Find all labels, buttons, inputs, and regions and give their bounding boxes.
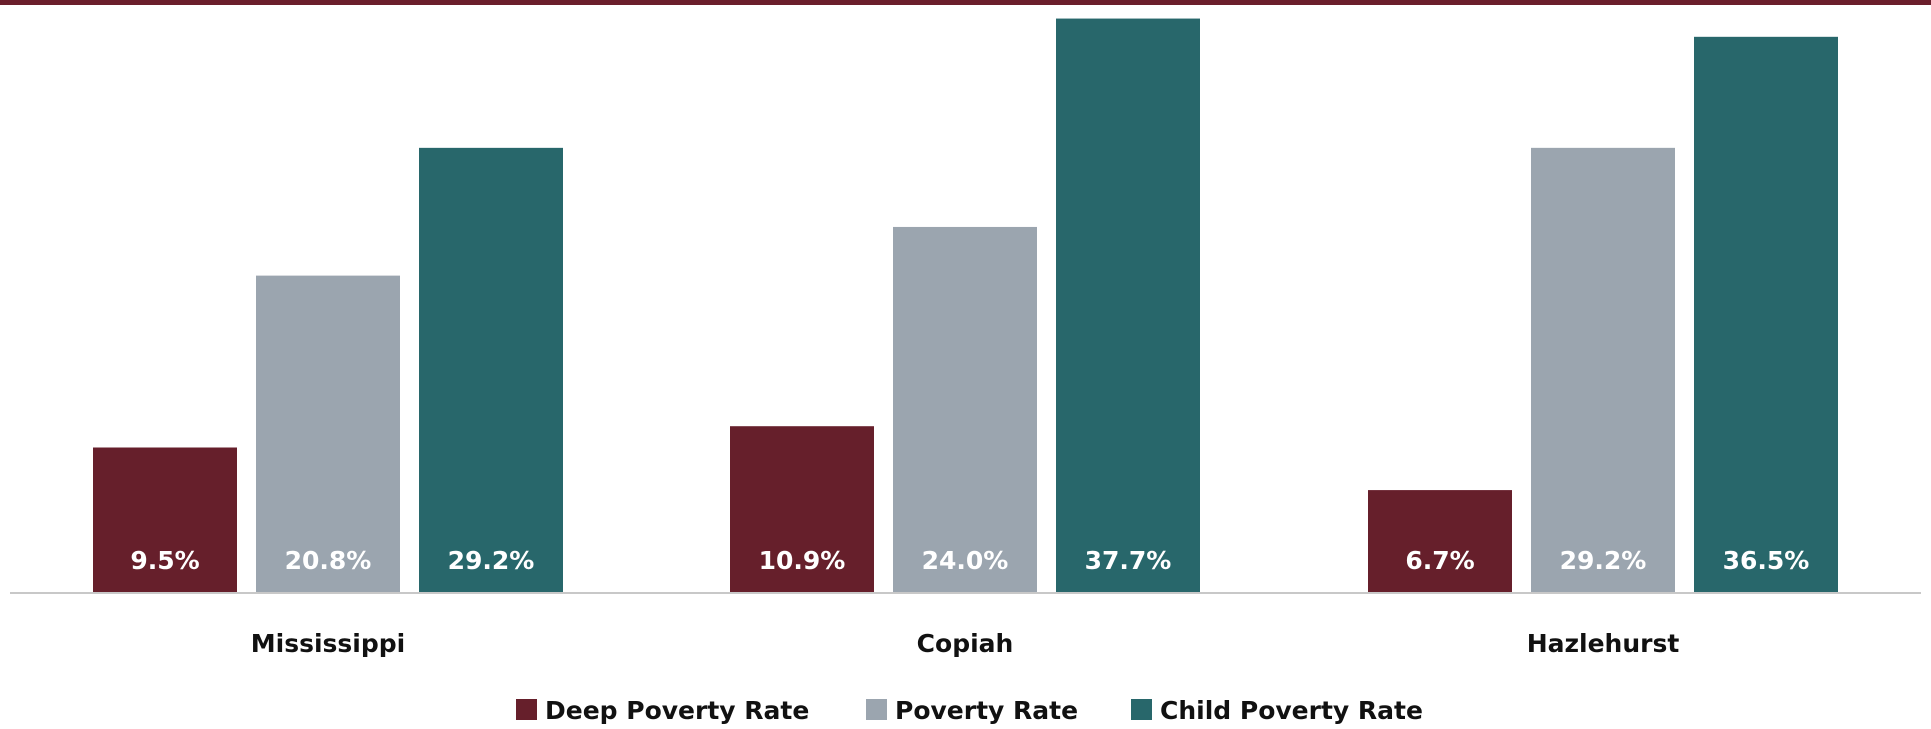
data-label-child-poverty-rate-mississippi: 29.2% xyxy=(448,546,535,575)
bar-deep-poverty-rate-mississippi xyxy=(93,447,237,592)
data-label-deep-poverty-rate-mississippi: 9.5% xyxy=(130,546,199,575)
bar-poverty-rate-hazlehurst xyxy=(1531,147,1675,592)
category-labels-group: Mississippi Copiah Hazlehurst xyxy=(251,629,1680,658)
bar-poverty-rate-copiah xyxy=(893,226,1037,592)
category-label-hazlehurst: Hazlehurst xyxy=(1527,629,1680,658)
data-label-child-poverty-rate-hazlehurst: 36.5% xyxy=(1723,546,1810,575)
legend-label-child-poverty-rate: Child Poverty Rate xyxy=(1160,696,1423,725)
data-label-deep-poverty-rate-hazlehurst: 6.7% xyxy=(1405,546,1474,575)
legend-swatch-deep-poverty-rate xyxy=(516,699,537,720)
data-label-poverty-rate-mississippi: 20.8% xyxy=(285,546,372,575)
bar-poverty-rate-mississippi xyxy=(256,275,400,592)
category-label-mississippi: Mississippi xyxy=(251,629,405,658)
bar-child-poverty-rate-copiah xyxy=(1056,18,1200,592)
legend-swatch-poverty-rate xyxy=(866,699,887,720)
legend-label-poverty-rate: Poverty Rate xyxy=(895,696,1078,725)
bar-child-poverty-rate-hazlehurst xyxy=(1694,36,1838,592)
legend: Deep Poverty Rate Poverty Rate Child Pover… xyxy=(516,696,1423,725)
bar-deep-poverty-rate-hazlehurst xyxy=(1368,490,1512,592)
data-label-deep-poverty-rate-copiah: 10.9% xyxy=(759,546,846,575)
data-label-poverty-rate-hazlehurst: 29.2% xyxy=(1560,546,1647,575)
bar-deep-poverty-rate-copiah xyxy=(730,426,874,592)
bars-group xyxy=(93,18,1838,592)
bar-labels-group: 9.5% 20.8% 29.2% 10.9% 24.0% 37.7% 6.7% 29.2% 36… xyxy=(130,546,1809,575)
legend-label-deep-poverty-rate: Deep Poverty Rate xyxy=(545,696,809,725)
data-label-child-poverty-rate-copiah: 37.7% xyxy=(1085,546,1172,575)
top-rule xyxy=(0,0,1931,5)
legend-swatch-child-poverty-rate xyxy=(1131,699,1152,720)
bar-child-poverty-rate-mississippi xyxy=(419,147,563,592)
category-label-copiah: Copiah xyxy=(917,629,1014,658)
data-label-poverty-rate-copiah: 24.0% xyxy=(922,546,1009,575)
